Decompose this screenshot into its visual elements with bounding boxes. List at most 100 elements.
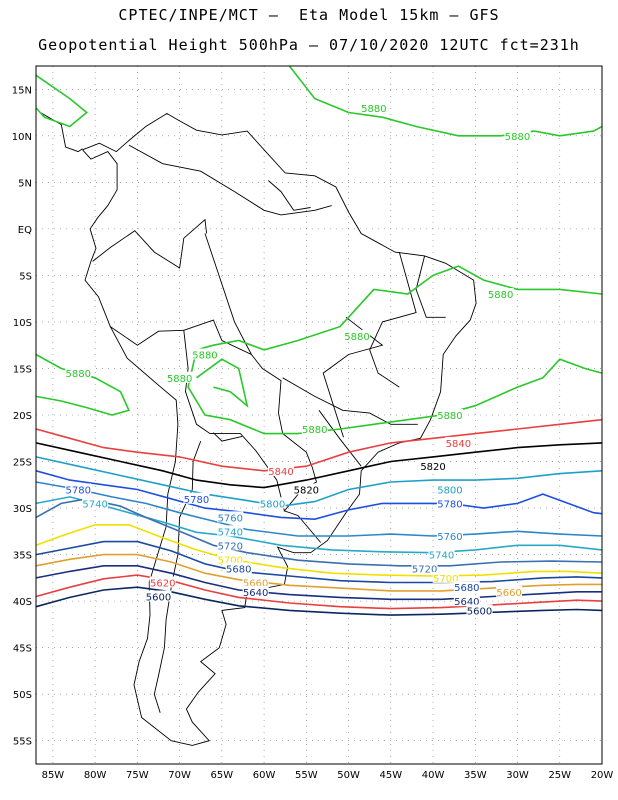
contour-label-5880: 5880	[302, 425, 327, 436]
contour-label-5780: 5780	[437, 499, 462, 510]
lon-label: 70W	[168, 770, 191, 781]
contour-label-bg	[432, 571, 459, 583]
contour-label-bg	[242, 576, 269, 588]
contour-label-bg	[360, 101, 387, 113]
contour-label-bg	[166, 371, 193, 383]
contour-5880	[288, 65, 603, 137]
contour-label-5880: 5880	[505, 132, 530, 143]
contour-label-5760: 5760	[218, 513, 243, 524]
coast-segment	[322, 316, 384, 438]
height-contours	[35, 65, 603, 616]
contour-label-5740: 5740	[82, 499, 107, 510]
lon-label: 60W	[253, 770, 276, 781]
lon-label: 65W	[211, 770, 234, 781]
contour-label-bg	[267, 464, 294, 476]
contour-label-bg	[242, 585, 269, 597]
contour-label-5780: 5780	[66, 485, 91, 496]
lat-label: 15N	[12, 85, 32, 96]
contour-5600	[35, 586, 603, 616]
contour-label-bg	[65, 367, 92, 379]
contour-5880	[35, 353, 131, 416]
coast-segment	[82, 112, 477, 746]
contour-5720	[35, 497, 603, 567]
map-title-line-2: Geopotential Height 500hPa – 07/10/2020 …	[38, 36, 580, 54]
lat-label: 25S	[13, 458, 32, 469]
lat-label: 10S	[13, 318, 32, 329]
axis-labels: 15N 10N 5N EQ 5S 10S 15S 20S 25S 30S 35S 40S 45S 50S 5…	[12, 85, 614, 781]
contour-5760	[35, 481, 603, 537]
lat-label: 10N	[12, 132, 32, 143]
contour-label-bg	[301, 422, 328, 434]
lat-lon-grid	[36, 66, 603, 764]
contour-label-bg	[191, 348, 218, 360]
contour-label-5880: 5880	[192, 351, 217, 362]
contour-5880	[432, 265, 603, 295]
contour-label-5880: 5880	[344, 332, 369, 343]
contour-label-5800: 5800	[260, 499, 285, 510]
coast-segment	[415, 255, 446, 318]
contour-label-bg	[420, 460, 447, 472]
contour-label-bg	[344, 329, 371, 341]
contour-5700	[35, 524, 603, 577]
contour-label-bg	[293, 483, 320, 495]
contour-label-bg	[183, 492, 210, 504]
contour-5780	[35, 470, 603, 521]
coast-segment	[369, 251, 417, 388]
lon-label: 50W	[337, 770, 360, 781]
lon-label: 20W	[591, 770, 614, 781]
lat-label: 30S	[13, 504, 32, 515]
contour-label-5720: 5720	[412, 565, 437, 576]
contour-label-5820: 5820	[420, 462, 445, 473]
contour-label-5680: 5680	[454, 583, 479, 594]
contour-label-5880: 5880	[361, 104, 386, 115]
contour-5660	[35, 553, 602, 592]
contour-5840	[35, 418, 603, 472]
contour-label-bg	[466, 604, 493, 616]
contour-label-5600: 5600	[146, 592, 171, 603]
contour-label-5760: 5760	[437, 532, 462, 543]
coastline	[39, 112, 477, 746]
contour-label-bg	[453, 595, 480, 607]
contour-label-bg	[65, 483, 92, 495]
contour-label-bg	[145, 590, 172, 602]
contour-label-5740: 5740	[218, 527, 243, 538]
lon-label: 80W	[84, 770, 107, 781]
contour-label-bg	[428, 548, 455, 560]
coast-segment	[110, 326, 184, 346]
contour-5800	[35, 456, 603, 508]
contour-5680	[35, 540, 603, 584]
contour-label-5800: 5800	[437, 485, 462, 496]
contour-label-5880: 5880	[488, 290, 513, 301]
coast-segment	[128, 144, 332, 216]
contour-5880	[187, 274, 603, 435]
contour-label-bg	[217, 525, 244, 537]
lat-label: 40S	[13, 597, 32, 608]
contour-label-bg	[436, 497, 463, 509]
coast-segment	[318, 410, 362, 467]
contour-label-5840: 5840	[268, 467, 293, 478]
coast-segment	[204, 233, 252, 355]
lat-label: 5S	[19, 271, 32, 282]
contour-label-5780: 5780	[184, 495, 209, 506]
contour-label-5640: 5640	[454, 597, 479, 608]
contour-label-5620: 5620	[150, 579, 175, 590]
contour-label-bg	[217, 511, 244, 523]
contour-label-5880: 5880	[167, 374, 192, 385]
contour-5880	[196, 358, 249, 408]
map-frame	[35, 65, 603, 765]
contour-label-5600: 5600	[467, 606, 492, 617]
contour-label-bg	[487, 288, 514, 300]
contour-label-5720: 5720	[218, 541, 243, 552]
contour-label-bg	[225, 562, 252, 574]
contour-5620	[35, 574, 603, 610]
contour-label-bg	[82, 497, 109, 509]
lon-label: 25W	[548, 770, 571, 781]
contour-5640	[35, 565, 602, 601]
map-title-line-1: CPTEC/INPE/MCT – Eta Model 15km – GFS	[118, 6, 500, 24]
contour-label-bg	[504, 129, 531, 141]
contour-label-bg	[217, 553, 244, 565]
contour-label-bg	[217, 539, 244, 551]
coast-segment	[213, 432, 243, 442]
contour-label-bg	[436, 529, 463, 541]
